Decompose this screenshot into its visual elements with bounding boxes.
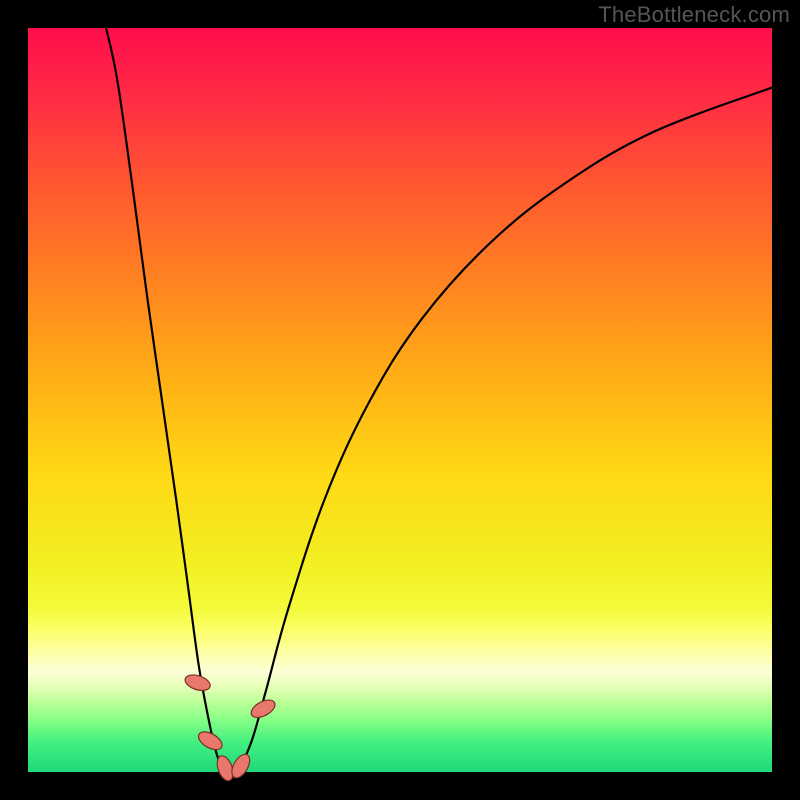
bottleneck-curve-chart — [0, 0, 800, 800]
chart-container: TheBottleneck.com — [0, 0, 800, 800]
chart-gradient-background — [28, 28, 772, 772]
watermark-text: TheBottleneck.com — [598, 2, 790, 28]
